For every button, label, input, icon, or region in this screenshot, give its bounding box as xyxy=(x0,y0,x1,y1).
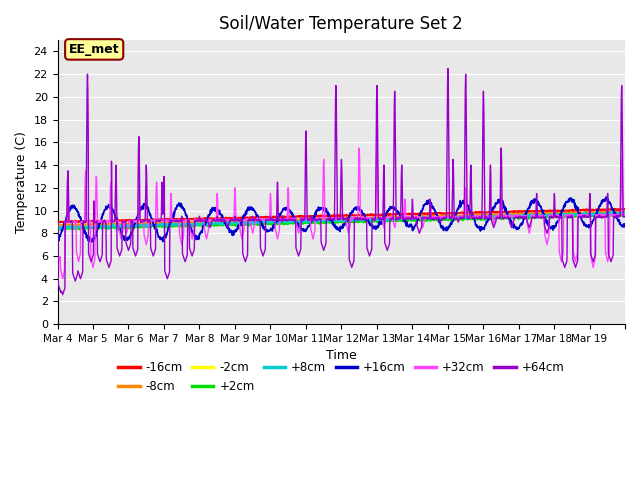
Y-axis label: Temperature (C): Temperature (C) xyxy=(15,131,28,233)
Title: Soil/Water Temperature Set 2: Soil/Water Temperature Set 2 xyxy=(220,15,463,33)
Text: EE_met: EE_met xyxy=(69,43,120,56)
X-axis label: Time: Time xyxy=(326,349,356,362)
Legend: -16cm, -8cm, -2cm, +2cm, +8cm, +16cm, +32cm, +64cm: -16cm, -8cm, -2cm, +2cm, +8cm, +16cm, +3… xyxy=(113,357,569,398)
